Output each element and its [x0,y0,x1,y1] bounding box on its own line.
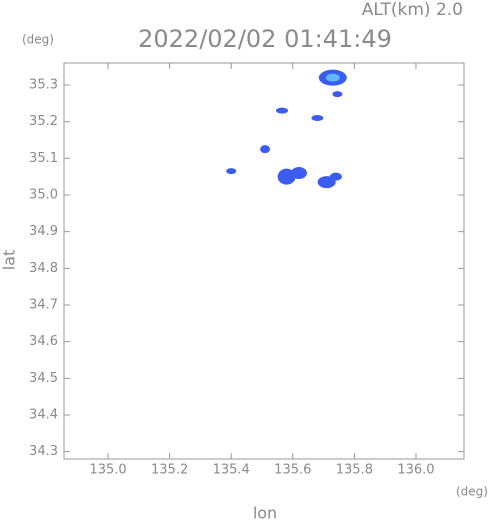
y-unit: (deg) [22,33,54,47]
echo [317,176,336,189]
y-tick-label: 34.4 [29,408,58,423]
y-tick-label: 34.9 [29,224,58,239]
y-tick-label: 34.6 [29,334,58,349]
y-tick-label: 34.8 [29,261,58,276]
chart-title: 2022/02/02 01:41:49 [138,25,392,53]
altitude: ALT(km) 2.0 [362,0,463,20]
y-tick-label: 34.7 [29,298,58,313]
x-tick-label: 135.2 [151,463,188,478]
y-tick-label: 35.3 [29,78,58,93]
echo-core [325,73,340,82]
echo [226,168,237,175]
y-tick-label: 35.1 [29,151,58,166]
y-tick-label: 35.2 [29,114,58,129]
echo [329,172,342,181]
plot-frame [63,62,465,460]
x-tick-label: 135.0 [89,463,126,478]
echo [276,107,289,114]
x-tick-label: 135.8 [336,463,373,478]
y-tick-label: 34.5 [29,371,58,386]
x-axis-label: lon [253,504,277,521]
x-tick-label: 135.6 [274,463,311,478]
echo [311,115,324,121]
echo [290,167,307,179]
x-tick-label: 136.0 [397,463,434,478]
x-unit: (deg) [456,485,488,499]
echo [332,91,343,98]
y-tick-label: 34.3 [29,444,58,459]
y-tick-label: 35.0 [29,188,58,203]
x-tick-label: 135.4 [213,463,250,478]
echo [260,145,271,154]
y-axis-label: lat [0,250,19,271]
